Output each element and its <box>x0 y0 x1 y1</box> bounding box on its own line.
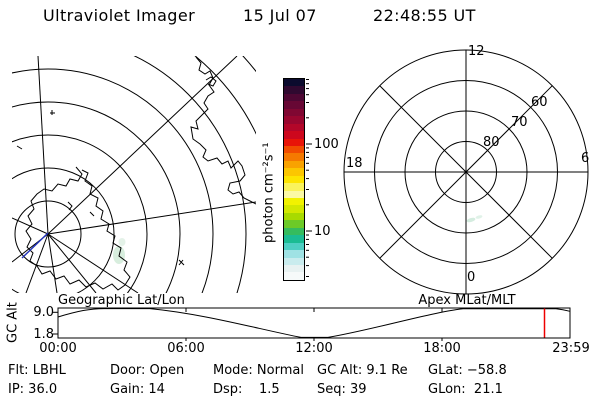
coastline-africa-islet <box>205 76 217 87</box>
colorbar-tick-100: 100 <box>314 137 339 152</box>
colorbar-swatch <box>284 131 304 139</box>
colorbar-minor-ticks <box>306 79 309 277</box>
colorbar-swatch <box>284 123 304 132</box>
geographic-map <box>12 56 256 293</box>
colorbar-swatch <box>284 86 304 94</box>
status-mode: Mode: Normal <box>213 363 304 378</box>
mlat-label-70: 70 <box>511 115 528 130</box>
colorbar-swatch <box>284 101 304 109</box>
colorbar-swatch <box>284 242 304 251</box>
mlt-spokes <box>344 50 588 294</box>
xtick-2359: 23:59 <box>552 341 590 356</box>
status-ip: IP: 36.0 <box>8 382 58 397</box>
alt-chart-ylabel: GC Alt <box>5 302 21 343</box>
colorbar-swatch <box>284 272 304 280</box>
apex-polar-plot <box>343 49 589 295</box>
coastline-africa <box>190 56 256 205</box>
map-caption: Geographic Lat/Lon <box>58 293 185 308</box>
colorbar-swatch <box>284 108 304 117</box>
altitude-yticks <box>53 311 58 335</box>
colorbar-swatch <box>284 145 304 154</box>
xtick-1800: 18:00 <box>423 341 461 356</box>
mlt-label-12: 12 <box>468 44 485 59</box>
latitude-circles <box>12 56 256 293</box>
date-display: 15 Jul 07 <box>243 6 317 25</box>
colorbar-swatch <box>284 227 304 236</box>
colorbar-swatch <box>284 160 304 169</box>
altitude-strip-chart <box>53 307 571 341</box>
colorbar-swatch <box>284 198 304 206</box>
colorbar-swatch <box>284 205 304 213</box>
colorbar-tick-10: 10 <box>314 224 331 239</box>
mlat-label-80: 80 <box>483 135 500 150</box>
status-flt: Flt: LBHL <box>8 363 66 378</box>
ytick-9: 9.0 <box>33 305 54 320</box>
colorbar-unit-label: photon cm⁻²s⁻¹ <box>261 142 277 243</box>
mlt-label-18: 18 <box>346 156 363 171</box>
colorbar-swatch <box>284 220 304 228</box>
xtick-0600: 06:00 <box>167 341 205 356</box>
colorbar-swatch <box>284 175 304 184</box>
colorbar-swatch <box>284 79 304 87</box>
chart-frame <box>57 307 571 339</box>
xtick-0000: 00:00 <box>39 341 77 356</box>
colorbar-swatch <box>284 257 304 265</box>
colorbar-swatch <box>284 235 304 243</box>
status-gain: Gain: 14 <box>110 382 165 397</box>
status-glat: GLat: −58.8 <box>428 363 507 378</box>
time-display: 22:48:55 UT <box>373 6 476 25</box>
meridian-lines <box>12 56 256 293</box>
faint-emission-blob-map <box>113 238 126 264</box>
colorbar-swatch <box>284 168 304 176</box>
mlt-label-0: 0 <box>467 270 476 285</box>
xtick-1200: 12:00 <box>295 341 333 356</box>
colorbar-ticks <box>306 79 312 277</box>
colorbar-swatch <box>284 183 304 191</box>
status-gcalt: GC Alt: 9.1 Re <box>317 363 408 378</box>
coastline-antarctica <box>25 166 131 291</box>
colorbar-swatch <box>284 138 304 146</box>
status-door: Door: Open <box>110 363 185 378</box>
colorbar-swatch <box>284 93 304 102</box>
colorbar-swatch <box>284 153 304 161</box>
colorbar-swatch <box>284 250 304 258</box>
colorbar-swatch <box>284 190 304 198</box>
colorbar-swatch <box>284 116 304 124</box>
ytick-1-8: 1.8 <box>33 327 54 342</box>
colorbar-swatch <box>284 264 304 273</box>
coastline-antarctica-detail <box>67 201 95 217</box>
mlt-label-6: 6 <box>581 151 590 166</box>
status-glon: GLon: 21.1 <box>428 382 503 397</box>
colorbar <box>283 78 305 281</box>
status-dsp: Dsp: 1.5 <box>213 382 280 397</box>
altitude-curve <box>57 308 571 338</box>
hour-ticks <box>185 308 443 341</box>
colorbar-swatch <box>284 212 304 221</box>
faint-emission-blob-polar <box>466 215 483 223</box>
polar-caption: Apex MLat/MLT <box>418 293 516 308</box>
status-seq: Seq: 39 <box>317 382 367 397</box>
app-title: Ultraviolet Imager <box>43 6 196 25</box>
orbit-track-blue <box>21 232 49 259</box>
map-reference-marks <box>16 110 185 266</box>
mlat-label-60: 60 <box>531 95 548 110</box>
